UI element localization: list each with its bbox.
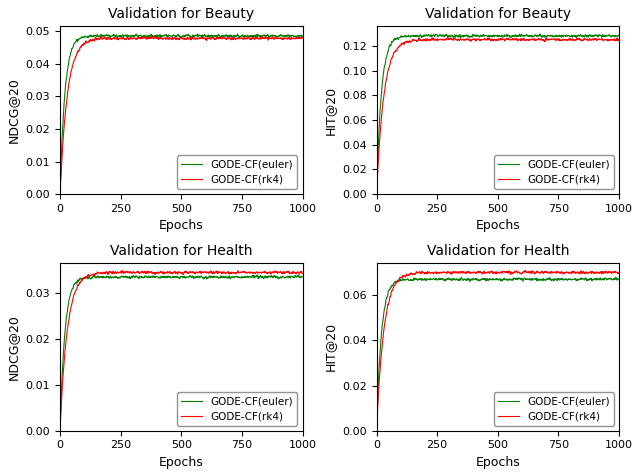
GODE-CF(rk4) [562, 270, 570, 276]
Line: GODE-CF(rk4): GODE-CF(rk4) [377, 38, 619, 189]
Y-axis label: NDCG@20: NDCG@20 [7, 77, 20, 143]
X-axis label: Epochs: Epochs [476, 456, 520, 469]
GODE-CF(rk4) [250, 36, 258, 41]
GODE-CF(rk4) [373, 186, 381, 192]
Line: GODE-CF(rk4): GODE-CF(rk4) [60, 36, 303, 189]
GODE-CF(rk4) [397, 41, 405, 47]
GODE-CF(rk4) [56, 187, 64, 192]
GODE-CF(rk4) [81, 40, 89, 46]
GODE-CF(euler) [397, 278, 405, 283]
GODE-CF(rk4) [615, 269, 623, 275]
GODE-CF(euler) [295, 272, 303, 278]
GODE-CF(euler) [397, 34, 405, 40]
GODE-CF(rk4) [118, 268, 126, 274]
GODE-CF(euler) [81, 276, 89, 281]
GODE-CF(rk4) [223, 37, 230, 42]
GODE-CF(rk4) [97, 33, 105, 39]
GODE-CF(rk4) [81, 275, 89, 280]
GODE-CF(euler) [154, 274, 162, 280]
Title: Validation for Beauty: Validation for Beauty [108, 7, 254, 21]
GODE-CF(euler) [540, 278, 547, 283]
Title: Validation for Health: Validation for Health [426, 244, 569, 258]
GODE-CF(rk4) [163, 35, 171, 41]
GODE-CF(euler) [540, 33, 547, 39]
GODE-CF(rk4) [522, 268, 529, 274]
GODE-CF(rk4) [479, 269, 487, 275]
GODE-CF(rk4) [163, 269, 171, 275]
GODE-CF(euler) [299, 274, 307, 280]
Line: GODE-CF(euler): GODE-CF(euler) [377, 34, 619, 185]
GODE-CF(euler) [615, 277, 623, 283]
GODE-CF(euler) [562, 32, 570, 38]
GODE-CF(euler) [250, 33, 258, 39]
Line: GODE-CF(euler): GODE-CF(euler) [60, 34, 303, 186]
Legend: GODE-CF(euler), GODE-CF(rk4): GODE-CF(euler), GODE-CF(rk4) [177, 156, 298, 189]
GODE-CF(euler) [615, 33, 623, 39]
GODE-CF(rk4) [373, 422, 381, 428]
X-axis label: Epochs: Epochs [476, 219, 520, 232]
GODE-CF(rk4) [540, 37, 547, 42]
GODE-CF(euler) [223, 275, 230, 281]
Legend: GODE-CF(euler), GODE-CF(rk4): GODE-CF(euler), GODE-CF(rk4) [493, 392, 614, 426]
GODE-CF(euler) [56, 183, 64, 188]
GODE-CF(rk4) [615, 37, 623, 43]
GODE-CF(rk4) [480, 37, 488, 43]
GODE-CF(euler) [566, 277, 574, 282]
GODE-CF(rk4) [562, 37, 570, 43]
Line: GODE-CF(euler): GODE-CF(euler) [377, 277, 619, 422]
Title: Validation for Health: Validation for Health [110, 244, 253, 258]
Y-axis label: HIT@20: HIT@20 [323, 86, 337, 135]
GODE-CF(rk4) [223, 270, 230, 276]
GODE-CF(rk4) [471, 37, 479, 43]
GODE-CF(euler) [246, 34, 253, 40]
GODE-CF(euler) [471, 33, 479, 39]
GODE-CF(euler) [299, 33, 307, 39]
X-axis label: Epochs: Epochs [159, 456, 204, 469]
GODE-CF(euler) [234, 31, 241, 37]
GODE-CF(euler) [479, 277, 487, 282]
Legend: GODE-CF(euler), GODE-CF(rk4): GODE-CF(euler), GODE-CF(rk4) [177, 392, 298, 426]
GODE-CF(rk4) [246, 270, 253, 276]
Line: GODE-CF(rk4): GODE-CF(rk4) [60, 271, 303, 426]
GODE-CF(euler) [163, 33, 171, 39]
GODE-CF(euler) [536, 31, 543, 37]
GODE-CF(euler) [245, 274, 253, 279]
GODE-CF(rk4) [246, 36, 253, 42]
GODE-CF(rk4) [155, 269, 163, 275]
GODE-CF(rk4) [56, 423, 64, 428]
GODE-CF(rk4) [566, 270, 574, 276]
GODE-CF(euler) [566, 33, 574, 39]
GODE-CF(euler) [81, 33, 89, 39]
GODE-CF(euler) [373, 419, 381, 425]
Title: Validation for Beauty: Validation for Beauty [425, 7, 571, 21]
GODE-CF(euler) [154, 33, 162, 39]
GODE-CF(euler) [479, 32, 487, 38]
Legend: GODE-CF(euler), GODE-CF(rk4): GODE-CF(euler), GODE-CF(rk4) [493, 156, 614, 189]
Y-axis label: NDCG@20: NDCG@20 [7, 314, 20, 380]
GODE-CF(rk4) [155, 36, 163, 42]
GODE-CF(rk4) [397, 275, 405, 280]
GODE-CF(euler) [562, 276, 570, 282]
GODE-CF(euler) [223, 33, 230, 39]
X-axis label: Epochs: Epochs [159, 219, 204, 232]
GODE-CF(rk4) [429, 35, 437, 40]
GODE-CF(euler) [471, 277, 479, 283]
GODE-CF(euler) [612, 274, 620, 280]
GODE-CF(euler) [250, 273, 257, 278]
GODE-CF(euler) [56, 420, 64, 426]
GODE-CF(euler) [163, 275, 171, 281]
Y-axis label: HIT@20: HIT@20 [323, 322, 337, 371]
GODE-CF(rk4) [471, 269, 479, 275]
GODE-CF(rk4) [299, 35, 307, 41]
GODE-CF(euler) [373, 182, 381, 188]
GODE-CF(rk4) [250, 270, 258, 276]
Line: GODE-CF(rk4): GODE-CF(rk4) [377, 271, 619, 425]
GODE-CF(rk4) [566, 36, 574, 42]
GODE-CF(rk4) [540, 271, 547, 277]
GODE-CF(rk4) [299, 271, 307, 277]
Line: GODE-CF(euler): GODE-CF(euler) [60, 275, 303, 423]
